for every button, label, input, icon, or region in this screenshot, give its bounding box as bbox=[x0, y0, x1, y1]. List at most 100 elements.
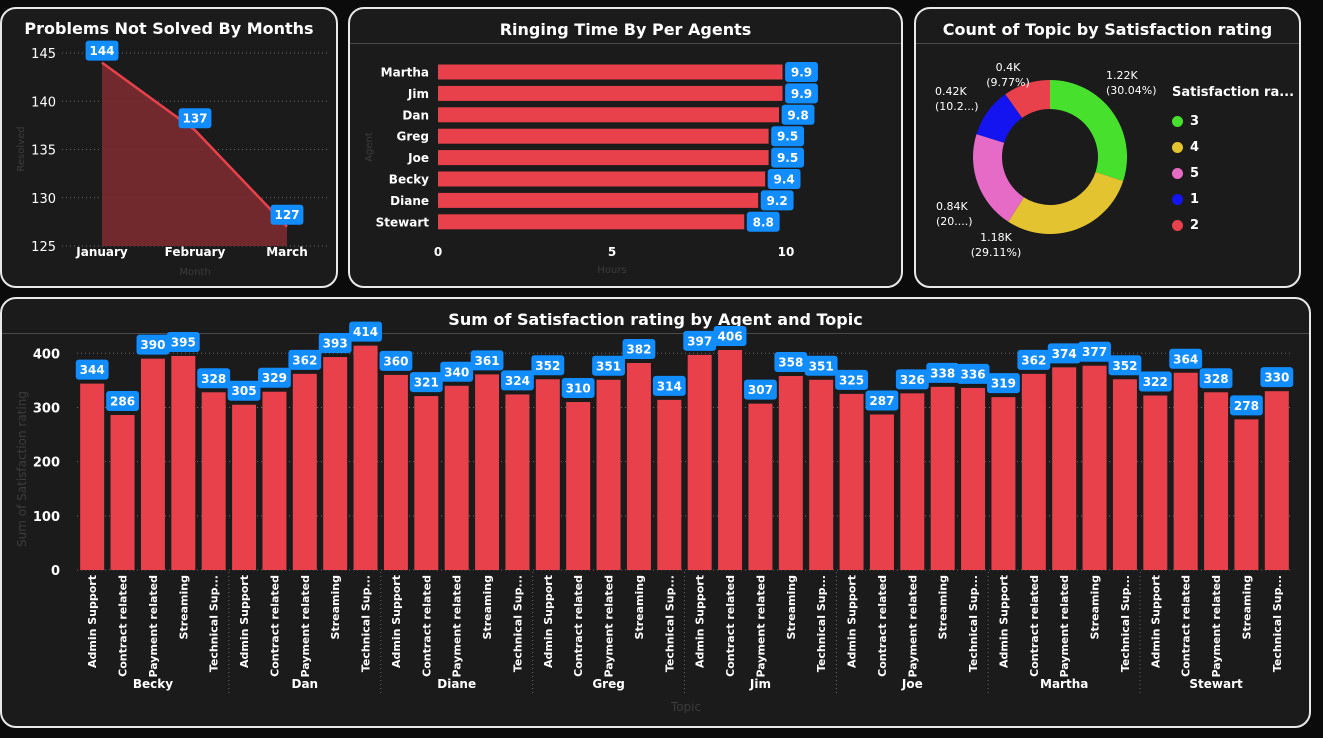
legend-label: 5 bbox=[1190, 165, 1200, 181]
data-label-text: 393 bbox=[323, 337, 348, 351]
data-label: 9.5 bbox=[771, 147, 804, 168]
x-tick-label: Streaming bbox=[481, 575, 494, 639]
ringing-panel: Ringing Time By Per Agents Martha 9.9 Jim 9… bbox=[348, 7, 903, 288]
x-tick-label: March bbox=[266, 245, 308, 259]
data-label-bg bbox=[592, 355, 625, 376]
data-label-bg bbox=[1138, 371, 1172, 392]
slice-pct-label: (20....) bbox=[936, 215, 973, 228]
data-label-bg bbox=[270, 204, 304, 225]
y-tick-label: 200 bbox=[33, 456, 60, 471]
legend-swatch bbox=[1172, 167, 1183, 179]
data-label-bg bbox=[760, 190, 794, 211]
legend-item-1[interactable]: 1 bbox=[1172, 186, 1294, 212]
data-label-text: 305 bbox=[232, 384, 257, 398]
slice-value-label: 0.4K bbox=[996, 61, 1021, 74]
data-label-text: 336 bbox=[961, 367, 986, 381]
x-axis-title: Month bbox=[179, 267, 210, 278]
group-label: Greg bbox=[592, 677, 625, 691]
bar bbox=[748, 403, 773, 570]
slice-value-label: 1.22K bbox=[1106, 69, 1138, 82]
donut-slice-4 bbox=[1008, 171, 1124, 234]
x-tick-label: 10 bbox=[778, 245, 795, 259]
bar bbox=[1112, 379, 1137, 570]
data-label-bg bbox=[318, 333, 352, 354]
data-label: 336 bbox=[956, 363, 990, 384]
y-tick-label: 0 bbox=[51, 564, 60, 579]
y-axis-title: Sum of Satisfaction rating bbox=[15, 391, 29, 547]
y-tick-label: 140 bbox=[31, 95, 56, 110]
x-tick-label: Streaming bbox=[937, 575, 950, 639]
data-label-text: 144 bbox=[89, 44, 114, 58]
bar bbox=[438, 107, 780, 123]
data-label-bg bbox=[713, 326, 747, 347]
data-label-text: 330 bbox=[1264, 371, 1289, 385]
bar bbox=[1204, 392, 1229, 570]
x-tick-label: Admin Support bbox=[86, 575, 99, 668]
y-tick-label: Dan bbox=[402, 108, 429, 122]
legend-swatch bbox=[1172, 115, 1183, 127]
legend-item-2[interactable]: 2 bbox=[1172, 212, 1294, 238]
data-label-bg bbox=[1199, 368, 1233, 389]
x-tick-label: 0 bbox=[434, 245, 442, 259]
data-label-bg bbox=[166, 331, 200, 352]
data-label-text: 324 bbox=[505, 374, 530, 388]
data-label-text: 397 bbox=[687, 334, 712, 348]
bar bbox=[140, 358, 165, 570]
legend-item-5[interactable]: 5 bbox=[1172, 160, 1294, 186]
data-label: 344 bbox=[75, 359, 109, 380]
slice-pct-label: (10.2...) bbox=[935, 100, 979, 113]
data-label: 8.8 bbox=[746, 211, 780, 232]
x-tick-label: Technical Sup... bbox=[360, 575, 373, 672]
y-tick-label: Diane bbox=[390, 194, 429, 208]
bar bbox=[438, 214, 745, 230]
data-label-text: 325 bbox=[839, 373, 864, 387]
data-label: 310 bbox=[561, 378, 595, 399]
data-label: 144 bbox=[85, 40, 119, 61]
problems-chart: 125 130 135 140 145 144 137 127 January February M… bbox=[16, 40, 327, 278]
data-label-bg bbox=[85, 40, 119, 61]
x-tick-label: Admin Support bbox=[694, 575, 707, 668]
data-label-text: 326 bbox=[900, 373, 925, 387]
data-label-text: 338 bbox=[930, 366, 955, 380]
satisfaction-legend: Satisfaction ra... 3 4 5 1 2 bbox=[1172, 85, 1294, 238]
data-label: 278 bbox=[1230, 395, 1263, 416]
data-label-text: 9.9 bbox=[791, 66, 812, 80]
data-label: 9.8 bbox=[781, 104, 815, 125]
data-label-bg bbox=[409, 372, 443, 393]
bar bbox=[657, 399, 682, 570]
legend-swatch bbox=[1172, 141, 1183, 153]
data-label-bg bbox=[178, 108, 212, 129]
data-label-text: 127 bbox=[274, 208, 299, 222]
sum-rating-panel: Sum of Satisfaction rating by Agent and … bbox=[0, 297, 1311, 728]
bar bbox=[438, 64, 783, 80]
bar bbox=[171, 355, 196, 570]
data-label-text: 328 bbox=[1204, 372, 1229, 386]
x-tick-label: Payment related bbox=[451, 575, 464, 678]
bar bbox=[201, 392, 226, 570]
satisfaction-donut-chart: 1.22K (30.04%) 1.18K (29.11%) 0.84K (20....) 0… bbox=[935, 61, 1157, 259]
bar bbox=[718, 350, 743, 570]
x-tick-label: Contract related bbox=[724, 575, 737, 677]
y-tick-label: 125 bbox=[31, 240, 56, 255]
data-label: 393 bbox=[318, 333, 352, 354]
data-label: 382 bbox=[622, 339, 656, 360]
data-label-bg bbox=[1260, 367, 1294, 388]
data-label-text: 374 bbox=[1052, 347, 1077, 361]
data-label-bg bbox=[622, 339, 656, 360]
x-tick-label: Contract related bbox=[420, 575, 433, 677]
x-axis-title: Hours bbox=[597, 265, 626, 276]
data-label: 364 bbox=[1169, 348, 1203, 369]
x-tick-label: Payment related bbox=[299, 575, 312, 678]
y-tick-label: 100 bbox=[33, 510, 60, 525]
bar bbox=[566, 402, 591, 570]
data-label: 325 bbox=[835, 369, 868, 390]
data-label-bg bbox=[785, 83, 818, 104]
x-tick-label: Contract related bbox=[1028, 575, 1041, 677]
data-label-text: 406 bbox=[718, 330, 743, 344]
x-tick-label: Admin Support bbox=[542, 575, 555, 668]
satisfaction-count-panel: Count of Topic by Satisfaction rating 1.… bbox=[914, 7, 1301, 288]
legend-item-3[interactable]: 3 bbox=[1172, 108, 1294, 134]
data-label-bg bbox=[1078, 341, 1111, 362]
legend-item-4[interactable]: 4 bbox=[1172, 134, 1294, 160]
data-label: 328 bbox=[197, 368, 231, 389]
